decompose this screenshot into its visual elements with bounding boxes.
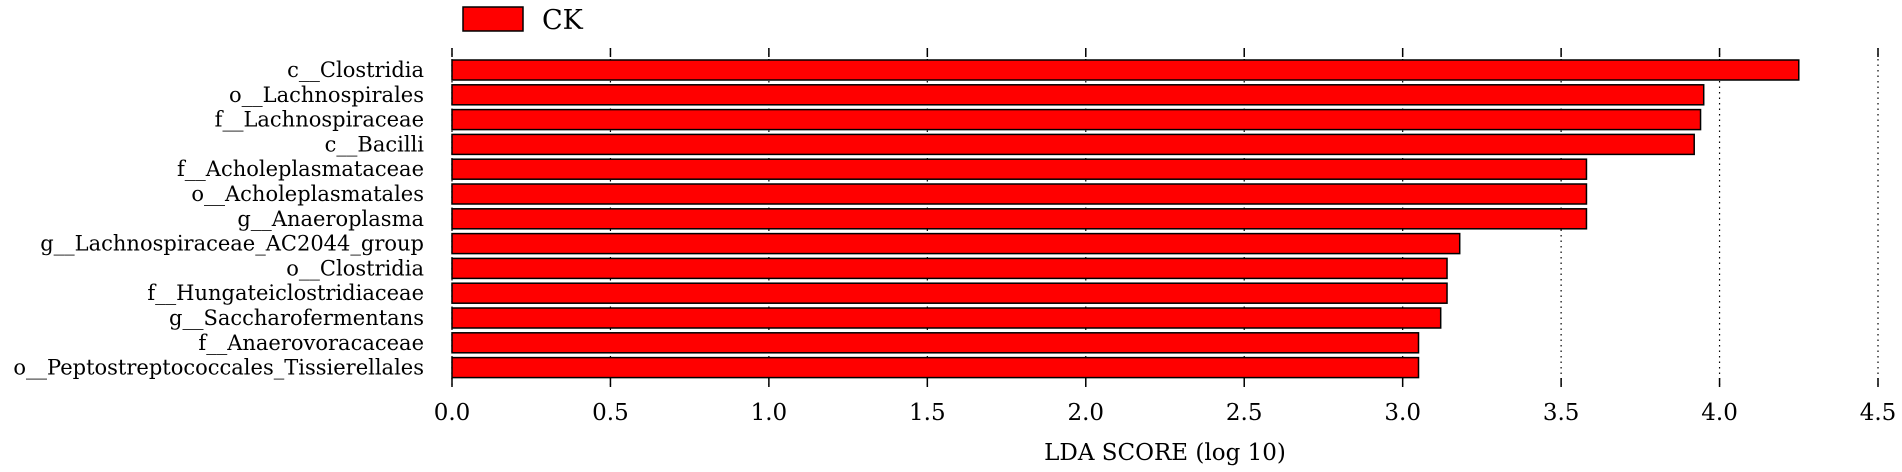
legend-swatch-ck [462,6,524,32]
category-labels: c__Clostridiao__Lachnospiralesf__Lachnos… [13,58,424,380]
x-tick-label: 0.0 [434,400,471,426]
category-label: o__Acholeplasmatales [191,182,424,206]
bar [451,332,1420,354]
x-axis-ticks: 0.0 0.5 1.0 1.5 2.0 2.5 3.0 3.5 4.0 4.5 [434,48,1897,426]
bar [451,108,1702,131]
legend-label-ck: CK [542,5,584,36]
x-tick-label: 2.0 [1067,400,1104,426]
category-label: f__Acholeplasmataceae [177,157,424,181]
bar [451,133,1695,156]
bar [451,307,1442,329]
category-label: f__Hungateiclostridiaceae [147,281,424,305]
bar [451,208,1588,230]
x-tick-label: 3.0 [1384,400,1421,426]
bar [451,183,1588,205]
bar [451,232,1461,255]
x-tick-label: 4.0 [1701,400,1738,426]
bar [451,158,1588,180]
category-label: o__Clostridia [286,256,424,280]
category-label: g__Lachnospiraceae_AC2044_group [40,232,424,256]
x-axis-title: LDA SCORE (log 10) [1044,440,1286,466]
bars [451,59,1800,379]
x-tick-label: 1.5 [909,400,946,426]
bar [451,257,1448,280]
x-tick-label: 2.5 [1226,400,1263,426]
x-tick-label: 3.5 [1543,400,1580,426]
category-label: o__Lachnospirales [229,83,424,107]
category-label: c__Bacilli [325,132,425,156]
legend: CK [462,5,584,36]
bar [451,59,1800,81]
category-label: g__Anaeroplasma [237,207,424,231]
category-label: g__Saccharofermentans [169,306,424,330]
category-label: o__Peptostreptococcales_Tissierellales [13,356,424,380]
category-label: f__Anaerovoracaceae [198,331,424,355]
bar [451,84,1705,106]
bar [451,282,1448,304]
x-tick-label: 4.5 [1860,400,1897,426]
x-tick-label: 1.0 [751,400,788,426]
category-label: c__Clostridia [287,58,424,82]
category-label: f__Lachnospiraceae [215,108,424,132]
x-tick-label: 0.5 [592,400,629,426]
bar [451,356,1420,379]
